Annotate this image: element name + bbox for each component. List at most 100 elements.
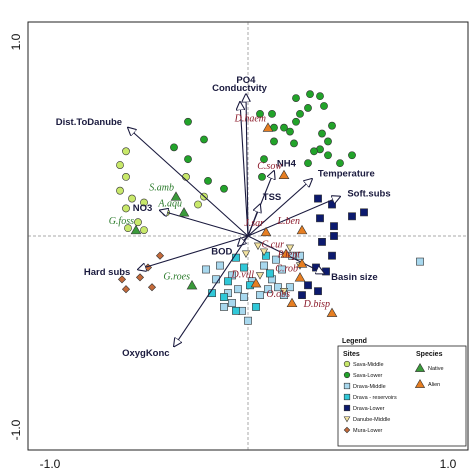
site-point-drava-middle — [274, 283, 282, 292]
vector-label-no3: NO3 — [133, 203, 153, 214]
site-point-drava-lower — [314, 194, 322, 203]
site-point-sava-middle — [140, 198, 148, 207]
site-point-drava-lower — [330, 232, 338, 240]
legend-box — [337, 345, 467, 447]
legend-marker-sava-middle — [343, 360, 351, 368]
site-point-drava-middle — [202, 265, 210, 274]
legend-marker-drava-lower — [343, 404, 351, 412]
site-point-sava-middle — [122, 147, 130, 156]
vector-label-tss: TSS — [263, 192, 281, 203]
site-point-sava-lower — [324, 137, 332, 146]
site-point-sava-lower — [292, 94, 300, 102]
site-point-mura-lower — [147, 283, 157, 292]
site-point-danube-middle — [253, 242, 263, 251]
site-point-drava-middle — [278, 265, 286, 274]
site-point-drava-middle — [416, 257, 424, 266]
legend-marker-sava-lower — [343, 371, 351, 379]
site-point-mura-lower — [155, 251, 165, 260]
site-point-sava-lower — [304, 104, 312, 112]
site-point-drava-reservoirs — [224, 277, 232, 286]
species-label-d-haem: D.haem — [234, 114, 266, 125]
species-point-d-haem — [262, 122, 274, 132]
vector-label-soft-subs: Soft.subs — [347, 188, 390, 199]
site-point-sava-lower — [328, 121, 336, 130]
vector-label-temperature: Temperature — [318, 168, 375, 179]
legend-species-native: Native — [428, 366, 444, 372]
site-point-sava-lower — [258, 172, 266, 181]
site-point-drava-reservoirs — [220, 293, 228, 301]
site-point-drava-middle — [220, 303, 228, 311]
species-point-d-vill — [250, 278, 262, 288]
species-label-s-amb: S.amb — [149, 183, 174, 194]
site-point-mura-lower — [121, 285, 131, 294]
species-label-p-lept: P.lept — [277, 250, 301, 261]
site-point-mura-lower — [135, 273, 145, 282]
species-label-c-sow: C.sow — [257, 161, 282, 172]
vector-label-conductvity: Conductvity — [212, 83, 268, 94]
species-label-g-foss: G.foss — [109, 216, 134, 227]
vector-label-bod: BOD — [211, 247, 232, 258]
species-point-a-aqu — [178, 207, 190, 217]
site-point-sava-lower — [220, 184, 228, 193]
legend-site-sava-middle: Sava-Middle — [353, 362, 384, 368]
site-point-sava-lower — [304, 159, 312, 168]
site-point-sava-middle — [134, 218, 142, 227]
site-point-sava-lower — [306, 90, 314, 99]
species-point-l-ben — [296, 224, 308, 235]
legend-marker-mura-lower — [343, 426, 351, 434]
site-point-sava-lower — [296, 109, 304, 118]
legend-species-list: Native Alien — [414, 362, 444, 388]
site-point-sava-lower — [184, 117, 192, 126]
site-point-sava-middle — [116, 186, 124, 195]
site-point-drava-lower — [298, 291, 306, 299]
site-point-drava-middle — [286, 283, 294, 292]
site-point-sava-lower — [256, 109, 264, 118]
site-point-drava-middle — [240, 293, 248, 301]
site-point-sava-lower — [170, 143, 178, 152]
site-point-drava-lower — [304, 281, 312, 290]
vector-dist-todanube — [128, 128, 249, 237]
site-point-drava-middle — [224, 289, 232, 298]
species-point-c-sow — [278, 169, 290, 180]
site-point-sava-lower — [318, 129, 326, 138]
site-point-drava-middle — [228, 299, 236, 307]
site-point-sava-lower — [290, 139, 298, 148]
site-point-drava-lower — [328, 200, 336, 209]
legend-marker-native — [414, 362, 426, 372]
legend-site-sava-lower: Sava-Lower — [353, 373, 383, 379]
site-point-drava-lower — [322, 267, 330, 276]
vector-soft-subs — [247, 197, 340, 237]
y-tick-top: 1.0 — [9, 33, 23, 50]
species-label-l-ben: L.ben — [277, 216, 301, 227]
site-point-drava-lower — [318, 238, 326, 246]
legend-site-drava-middle: Drava-Middle — [353, 384, 386, 390]
site-point-sava-lower — [316, 92, 324, 101]
species-point-p-lept — [296, 258, 308, 268]
species-point-o-obs — [286, 297, 298, 308]
site-point-drava-middle — [216, 261, 224, 270]
site-point-drava-middle — [234, 285, 242, 294]
site-point-drava-lower — [316, 214, 324, 223]
site-point-sava-lower — [184, 155, 192, 164]
site-point-drava-lower — [314, 287, 322, 296]
site-point-drava-reservoirs — [240, 263, 248, 272]
species-label-d-vill: D.vill — [231, 269, 255, 280]
site-points — [116, 90, 424, 325]
site-point-danube-middle — [285, 244, 295, 253]
species-point-j-sar — [260, 226, 272, 237]
legend-marker-drava-reservoirs — [343, 393, 351, 401]
legend-site-drava-lower: Drava-Lower — [353, 406, 385, 412]
vector-conductvity — [240, 102, 249, 237]
vector-label-basin-size: Basin size — [331, 272, 377, 283]
site-point-sava-middle — [140, 226, 148, 234]
vector-label-dist-todanube: Dist.ToDanube — [56, 117, 122, 128]
legend-marker-drava-middle — [343, 382, 351, 390]
species-label-c-cur: C.cur — [262, 240, 285, 251]
site-point-drava-middle — [228, 271, 236, 280]
site-point-sava-lower — [204, 176, 212, 185]
site-point-sava-middle — [116, 161, 124, 169]
site-point-sava-lower — [200, 135, 208, 144]
legend: Legend Sites Species Sava-Middle Sava-Low… — [337, 338, 467, 447]
site-point-danube-middle — [255, 272, 265, 280]
vector-oxygkonc — [174, 235, 249, 346]
